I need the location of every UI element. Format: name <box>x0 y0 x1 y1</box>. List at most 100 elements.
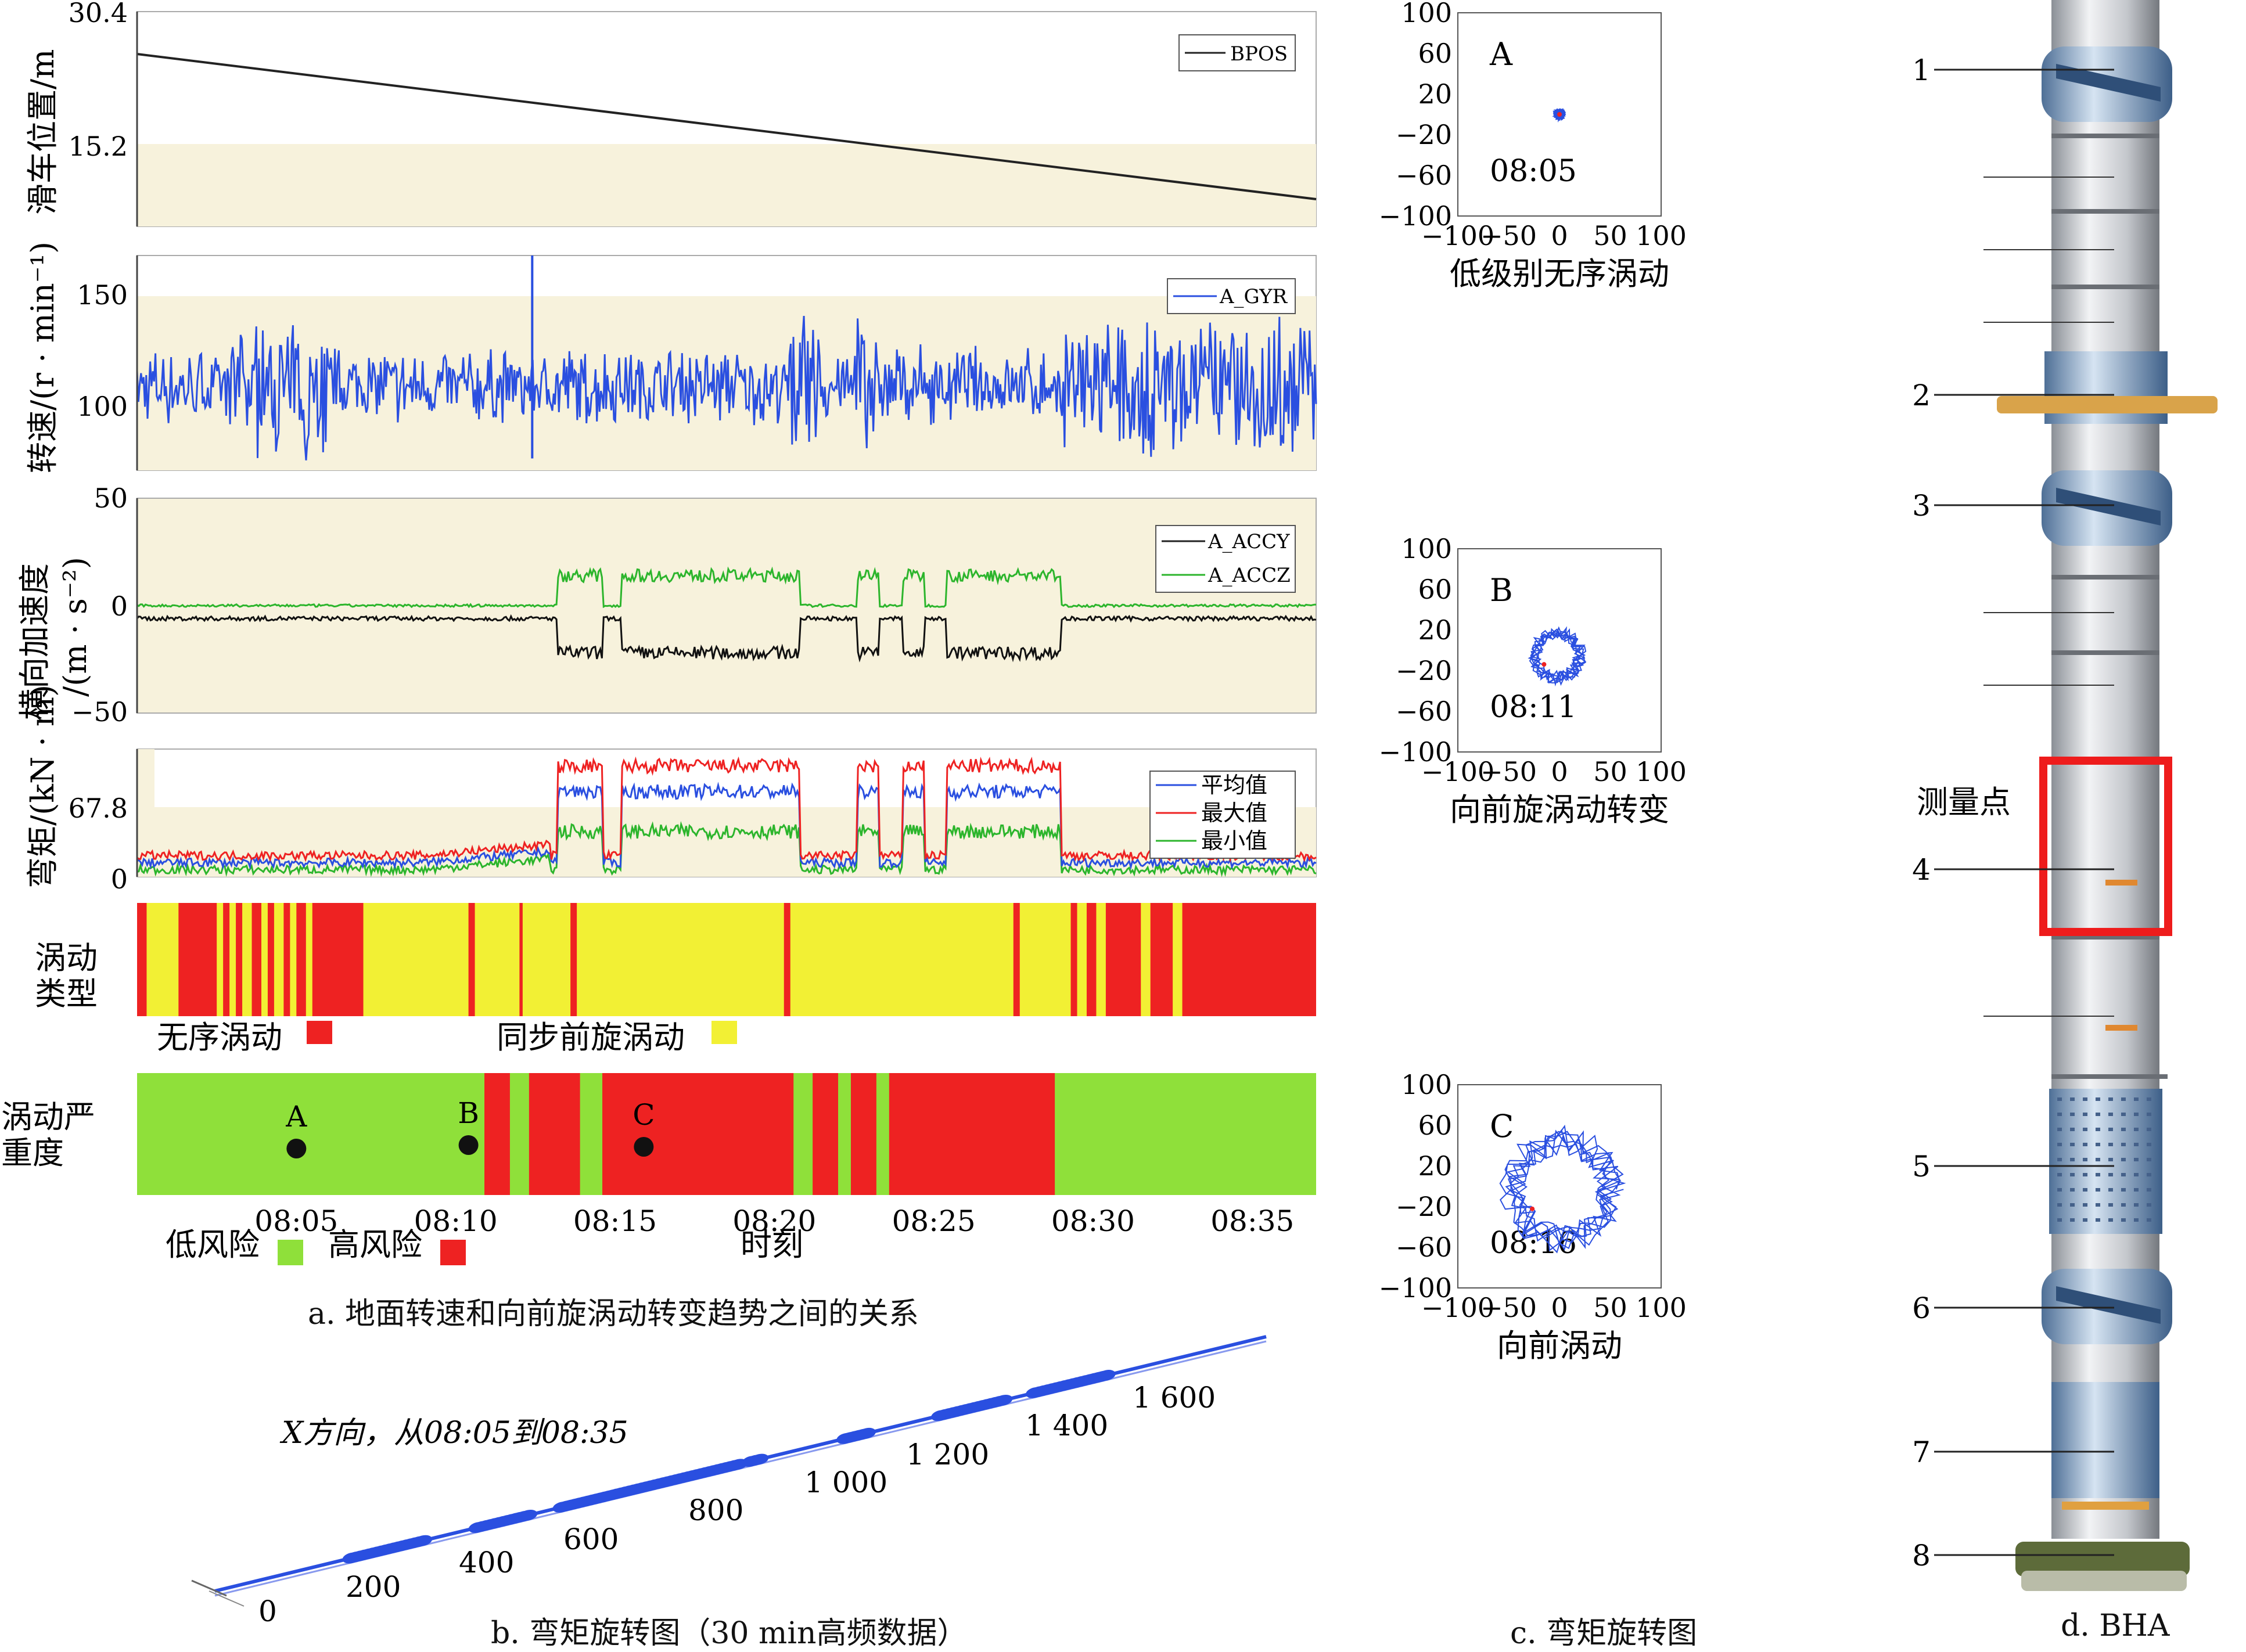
severity-bar <box>580 1073 603 1195</box>
whirl-type-bar <box>267 903 274 1016</box>
stabilizer-1 <box>2042 46 2172 122</box>
p2-tick-100: 100 <box>77 391 128 422</box>
measurement-point-box <box>2039 757 2172 936</box>
p3-tick-0: 0 <box>111 591 128 622</box>
whirl-plot-title: 向前旋涡动转变 <box>1450 791 1669 828</box>
high-risk-label: 高风险 <box>328 1226 422 1263</box>
whirl-x-tick: −100 <box>1421 220 1494 251</box>
bha-label-6: 6 <box>1912 1291 1931 1325</box>
bpos-line <box>136 53 1317 200</box>
severity-point <box>458 1135 479 1155</box>
low-risk-swatch <box>278 1240 303 1265</box>
panel-b-tick-400: 400 <box>459 1546 514 1579</box>
bha-label-4: 4 <box>1912 853 1931 887</box>
whirl-y-tick: −60 <box>1396 1232 1452 1263</box>
whirl-x-tick: 50 <box>1593 220 1627 251</box>
min-series <box>136 820 1317 877</box>
whirl-y-tick: −20 <box>1396 119 1452 150</box>
whirl-x-tick: 100 <box>1636 220 1687 251</box>
time-tick: 08:15 <box>573 1204 657 1238</box>
p1-tick-mid: 15.2 <box>69 131 128 162</box>
whirl-x-tick: −50 <box>1480 756 1537 787</box>
a-accy-series <box>136 614 1317 663</box>
p4-tick-0: 0 <box>111 863 128 895</box>
moment-blob <box>414 1535 433 1546</box>
panel-b-note: X方向，从08:05到08:35 <box>279 1416 628 1451</box>
whirl-y-tick: −100 <box>1379 200 1452 232</box>
whirl-y-tick: −20 <box>1396 655 1452 686</box>
p6-ylabel1: 涡动严 <box>1 1099 95 1135</box>
whirl-plot-time: 08:11 <box>1490 690 1577 725</box>
a-accz-series <box>136 566 1317 609</box>
whirl-x-tick: 100 <box>1636 756 1687 787</box>
bha-label-1: 1 <box>1912 53 1931 87</box>
whirl-plot-title: 向前涡动 <box>1497 1327 1622 1364</box>
p3-tick-50: 50 <box>94 483 128 514</box>
time-tick: 08:05 <box>254 1204 338 1238</box>
moment-blob <box>857 1427 876 1439</box>
panel-b-caption: b. 弯矩旋转图（30 min高频数据） <box>491 1616 968 1651</box>
p5-legend-chaotic: 无序涡动 <box>157 1019 282 1056</box>
panel-b-tick-200: 200 <box>346 1570 401 1604</box>
whirl-y-tick: −100 <box>1379 736 1452 768</box>
stabilizer-3 <box>2042 470 2172 546</box>
p4-tick-678: 67.8 <box>69 793 128 824</box>
severity-point <box>286 1139 307 1158</box>
p5-legend-sync: 同步前旋涡动 <box>497 1019 685 1056</box>
whirl-type-bar <box>1086 903 1097 1016</box>
panel-c-caption: c. 弯矩旋转图 <box>1510 1616 1698 1651</box>
p3-tick-neg50: −50 <box>71 696 128 728</box>
a-gyr-series <box>136 316 1317 460</box>
whirl-type-bar <box>296 903 306 1016</box>
whirl-orbit-start <box>1530 1206 1535 1211</box>
whirl-x-tick: 0 <box>1551 756 1568 787</box>
whirl-y-tick: 20 <box>1418 1150 1452 1182</box>
severity-bar <box>876 1073 889 1195</box>
whirl-y-tick: −20 <box>1396 1191 1452 1222</box>
whirl-y-tick: 20 <box>1418 78 1452 110</box>
p1-tick-top: 30.4 <box>69 0 128 28</box>
whirl-y-tick: −100 <box>1379 1272 1452 1304</box>
whirl-y-tick: 100 <box>1401 533 1452 564</box>
p4-legend: 平均值 最大值 最小值 <box>1149 771 1296 859</box>
panel-b-tick-1400: 1 400 <box>1025 1409 1108 1442</box>
whirl-orbit-start <box>1557 112 1562 117</box>
whirl-type-bar <box>283 903 290 1016</box>
whirl-type-bar <box>1182 903 1316 1016</box>
whirl-y-tick: 20 <box>1418 614 1452 646</box>
whirl-orbit-start <box>1541 662 1547 667</box>
svg-text:A_ACCZ: A_ACCZ <box>1208 564 1291 587</box>
time-tick: 08:30 <box>1051 1204 1135 1238</box>
panel-b-tick-1000: 1 000 <box>804 1466 887 1499</box>
p2-ylabel: 转速/(r · min⁻¹) <box>24 242 61 473</box>
bha-label-2: 2 <box>1912 379 1931 412</box>
whirl-type-bar <box>1013 903 1020 1016</box>
severity-point-label: C <box>633 1098 655 1132</box>
moment-blob <box>750 1453 769 1465</box>
time-tick: 08:10 <box>414 1204 498 1238</box>
panel-a-caption: a. 地面转速和向前旋涡动转变趋势之间的关系 <box>308 1297 919 1331</box>
whirl-y-tick: 100 <box>1401 0 1452 28</box>
whirl-plot-time: 08:05 <box>1490 154 1577 189</box>
bha-measure-label: 测量点 <box>1917 784 2011 820</box>
p5-legend-chaotic-swatch <box>307 1021 332 1044</box>
severity-point-label: B <box>458 1096 479 1130</box>
whirl-x-tick: −100 <box>1421 756 1494 787</box>
whirl-x-tick: −100 <box>1421 1292 1494 1323</box>
severity-point-label: A <box>285 1100 307 1133</box>
whirl-type-bar <box>178 903 217 1016</box>
p2-legend: A_GYR <box>1167 278 1296 314</box>
bha-label-7: 7 <box>1912 1435 1931 1469</box>
whirl-plot-title: 低级别无序涡动 <box>1450 255 1669 292</box>
moment-blob <box>994 1394 1013 1406</box>
bha-label-5: 5 <box>1912 1150 1931 1183</box>
severity-bar <box>838 1073 851 1195</box>
time-tick: 08:25 <box>892 1204 976 1238</box>
whirl-type-bar <box>223 903 230 1016</box>
panel-b-tick-0: 0 <box>258 1595 277 1628</box>
svg-text:最大值: 最大值 <box>1201 800 1267 826</box>
panel-b-tick-800: 800 <box>688 1493 743 1527</box>
whirl-plot-letter: B <box>1490 572 1513 609</box>
whirl-x-tick: −50 <box>1480 220 1537 251</box>
